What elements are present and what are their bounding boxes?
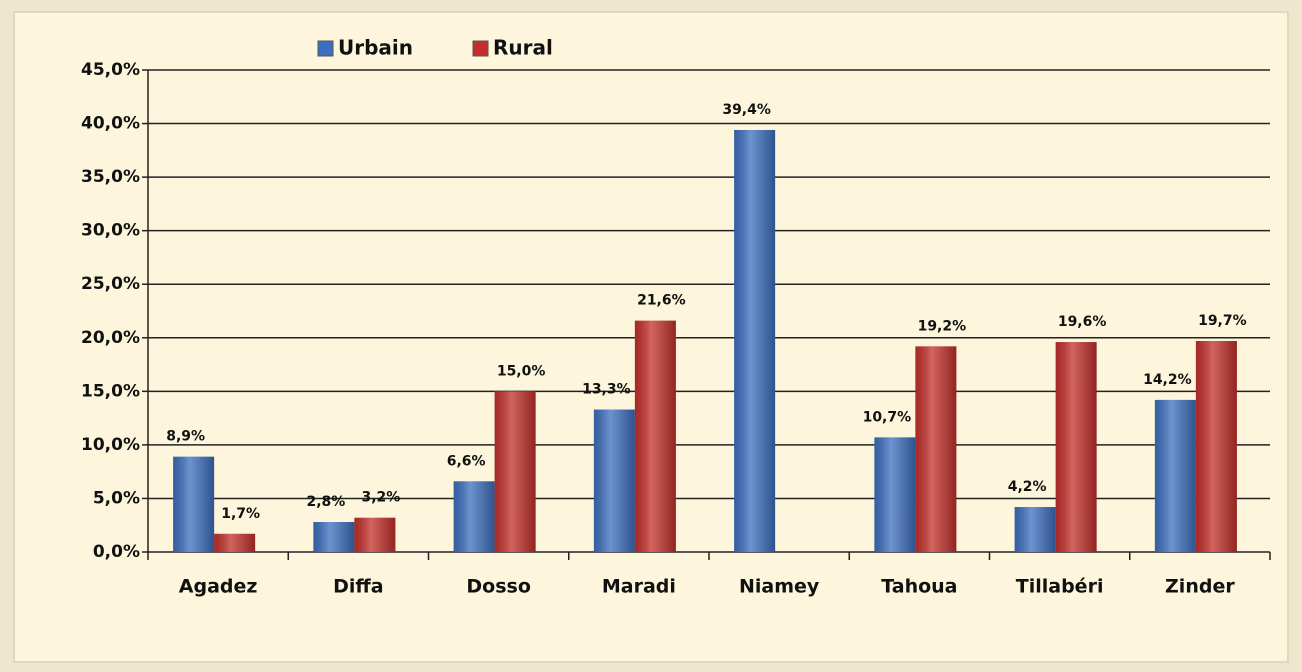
y-tick-label: 30,0% [81,221,140,241]
value-label: 19,7% [1198,313,1247,329]
legend-label: Urbain [338,36,413,60]
y-tick-label: 40,0% [81,114,140,134]
value-label: 39,4% [722,102,771,118]
value-label: 6,6% [447,453,486,469]
x-tick-label: Diffa [333,576,384,598]
x-tick-label: Agadez [179,576,258,598]
x-tick-label: Niamey [739,576,820,598]
y-tick-label: 35,0% [81,167,140,187]
bar-shade [313,522,355,552]
y-tick-label: 25,0% [81,274,140,294]
value-label: 15,0% [497,363,546,379]
x-tick-label: Tahoua [881,576,957,598]
value-label: 14,2% [1143,372,1192,388]
y-tick-label: 5,0% [93,488,140,508]
bar-shade [214,533,256,552]
legend-swatch [472,40,489,57]
x-tick-label: Tillabéri [1016,576,1104,598]
value-label: 1,7% [221,506,260,522]
y-tick-label: 0,0% [93,542,140,562]
value-label: 19,2% [918,318,967,334]
value-label: 19,6% [1058,314,1107,330]
bar-shade [354,517,396,552]
legend-swatch [317,40,334,57]
bar-shade [593,409,635,552]
value-label: 10,7% [863,409,912,425]
y-tick-label: 45,0% [81,60,140,80]
x-tick-label: Dosso [466,576,531,598]
value-label: 3,2% [361,490,400,506]
value-label: 4,2% [1008,479,1047,495]
bar-shade [1195,340,1237,552]
bar-shade [634,320,676,552]
bar-shade [1055,342,1097,552]
y-tick-label: 15,0% [81,381,140,401]
legend-label: Rural [493,36,553,60]
bar-shade [173,456,215,552]
x-tick-label: Maradi [602,576,676,598]
bar-shade [453,481,495,552]
bar-shade [915,346,957,552]
bar-shade [494,391,536,552]
y-tick-label: 20,0% [81,328,140,348]
bar-shade [734,129,776,552]
value-label: 21,6% [637,293,686,309]
y-tick-label: 10,0% [81,435,140,455]
value-label: 13,3% [582,382,631,398]
bar-shade [874,437,916,552]
bar-shade [1014,507,1056,552]
value-label: 8,9% [166,429,205,445]
x-tick-label: Zinder [1165,576,1235,598]
value-label: 2,8% [306,494,345,510]
bar-shade [1154,399,1196,552]
